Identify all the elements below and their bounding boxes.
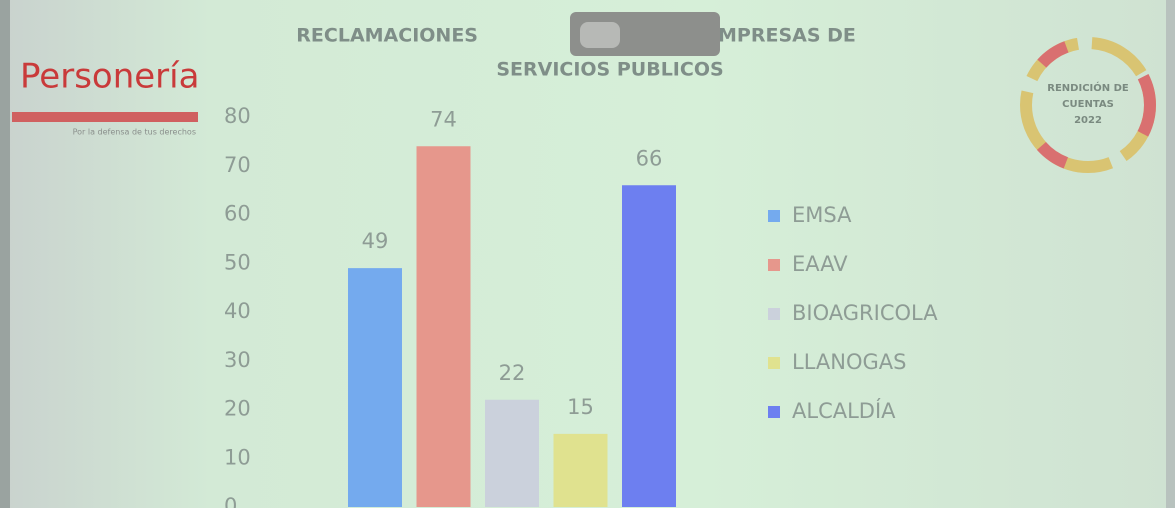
logo-bar [12,112,198,122]
logo-ring [1020,37,1156,173]
y-tick-label: 0 [224,494,237,508]
legend-swatch [768,406,780,418]
logo-tagline: Por la defensa de tus derechos [73,128,196,137]
screen-edge [1166,0,1175,508]
bar [553,433,608,507]
y-tick-label: 20 [224,397,251,421]
y-tick-label: 80 [224,104,251,128]
logo-name: Personería [20,57,199,97]
data-label: 15 [567,395,594,419]
legend-swatch [768,357,780,369]
chart-subtitle: SERVICIOS PUBLICOS [496,59,723,81]
screen-edge [0,0,10,508]
logo-text: CUENTAS [1062,99,1114,110]
y-tick-label: 10 [224,445,251,469]
y-tick-label: 50 [224,250,251,274]
bar [416,146,471,507]
data-label: 49 [362,229,389,253]
projector-obstruction [580,22,620,48]
bar [622,185,676,507]
legend-label: EMSA [792,203,852,227]
logo-text: RENDICIÓN DE [1047,81,1129,94]
data-label: 66 [636,146,663,170]
logo-text: 2022 [1074,115,1102,126]
data-label: 22 [499,361,526,385]
legend-swatch [768,210,780,222]
legend-swatch [768,308,780,320]
legend-label: EAAV [792,252,848,276]
y-tick-label: 70 [224,153,251,177]
y-tick-label: 40 [224,299,251,323]
bar [485,399,539,507]
data-label: 74 [430,107,457,131]
legend-label: ALCALDÍA [792,398,896,423]
chart-title: MPRESAS DE [718,25,856,47]
legend-swatch [768,259,780,271]
y-tick-label: 60 [224,202,251,226]
y-tick-label: 30 [224,348,251,372]
legend-label: BIOAGRICOLA [792,301,938,325]
legend-label: LLANOGAS [792,350,906,374]
bar [348,268,402,507]
chart-title: RECLAMACIONES [296,25,478,47]
